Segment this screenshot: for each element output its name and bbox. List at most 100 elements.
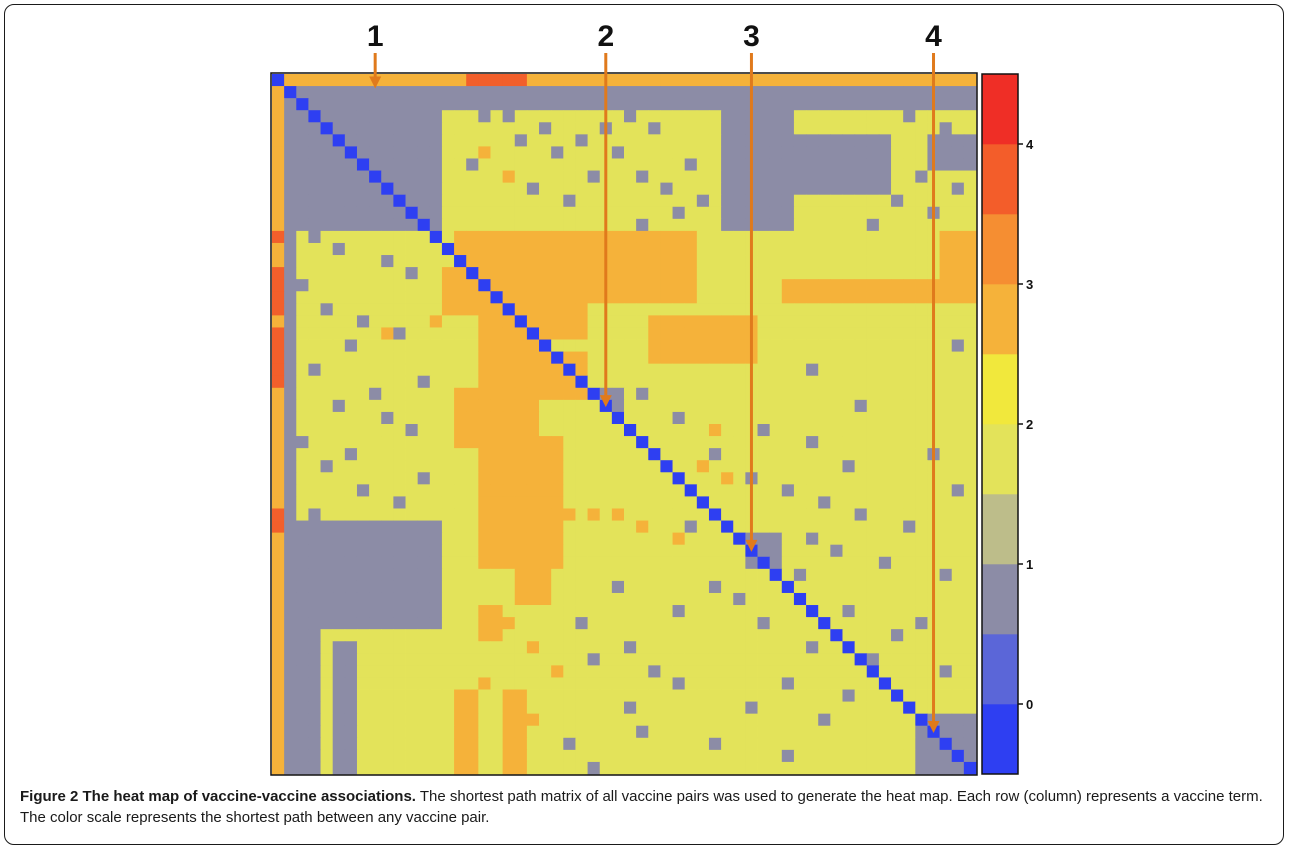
heatmap-cell (903, 279, 916, 292)
heatmap-cell (284, 725, 297, 739)
heatmap-cell (563, 182, 576, 196)
heatmap-cell (951, 206, 965, 220)
heatmap-cell (854, 532, 868, 546)
heatmap-cell (490, 206, 504, 220)
heatmap-cell (696, 242, 710, 256)
heatmap-cell (296, 291, 309, 304)
heatmap-cell (684, 460, 698, 473)
heatmap-cell (721, 556, 734, 570)
heatmap-cell (951, 170, 965, 184)
heatmap-cell (648, 411, 661, 425)
heatmap-cell (502, 653, 516, 666)
heatmap-cell (624, 580, 637, 594)
heatmap-cell (781, 424, 795, 437)
heatmap-cell (624, 230, 637, 244)
heatmap-cell (320, 351, 334, 365)
heatmap-cell (502, 230, 516, 244)
heatmap-cell (611, 110, 625, 123)
heatmap-cell (575, 399, 588, 413)
heatmap-cell (757, 749, 771, 763)
heatmap-cell (369, 677, 382, 690)
heatmap-cell (733, 170, 746, 184)
heatmap-cell (963, 303, 977, 316)
heatmap-cell (818, 737, 831, 751)
heatmap-cell (320, 749, 334, 763)
heatmap-cell (417, 303, 431, 316)
heatmap-cell (757, 532, 771, 546)
heatmap-cell (903, 737, 916, 751)
heatmap-cell (672, 230, 686, 244)
heatmap-cell (526, 460, 540, 473)
heatmap-cell (369, 182, 382, 196)
heatmap-cell (806, 74, 819, 87)
heatmap-cell (587, 146, 601, 159)
heatmap-cell (332, 74, 346, 87)
heatmap-cell (866, 86, 880, 99)
heatmap-cell (514, 653, 528, 666)
heatmap-cell (320, 580, 334, 594)
heatmap-cell (356, 580, 370, 594)
heatmap-cell (951, 629, 965, 642)
heatmap-cell (441, 544, 455, 558)
heatmap-cell (672, 761, 686, 775)
heatmap-cell (769, 291, 783, 304)
heatmap-cell (660, 484, 673, 497)
heatmap-cell (514, 544, 528, 558)
heatmap-cell (769, 86, 783, 99)
heatmap-cell (272, 689, 285, 702)
heatmap-cell (587, 86, 601, 99)
heatmap-cell (272, 363, 285, 377)
heatmap-cell (320, 327, 334, 340)
heatmap-cell (781, 472, 795, 485)
heatmap-cell (272, 472, 285, 485)
heatmap-cell (539, 605, 552, 618)
heatmap-cell (284, 749, 297, 763)
heatmap-cell (369, 267, 382, 280)
heatmap-cell (539, 339, 552, 352)
heatmap-cell (405, 255, 419, 268)
colorbar-tick-label: 1 (1026, 557, 1033, 572)
heatmap-cell (502, 122, 516, 135)
heatmap-cell (830, 520, 843, 534)
heatmap-cell (454, 315, 467, 328)
heatmap-cell (963, 327, 977, 340)
heatmap-cell (793, 363, 807, 377)
heatmap-cell (915, 532, 928, 546)
heatmap-cell (830, 291, 843, 304)
heatmap-cell (429, 303, 443, 316)
heatmap-cell (466, 303, 479, 316)
heatmap-cell (441, 677, 455, 690)
heatmap-cell (708, 496, 722, 509)
heatmap-cell (757, 110, 771, 123)
heatmap-cell (478, 460, 491, 473)
heatmap-cell (405, 134, 419, 147)
heatmap-cell (417, 484, 431, 497)
heatmap-cell (624, 110, 637, 123)
heatmap-cell (793, 182, 807, 196)
heatmap-cell (866, 484, 880, 497)
heatmap-cell (781, 556, 795, 570)
heatmap-cell (478, 556, 491, 570)
heatmap-cell (793, 689, 807, 702)
heatmap-cell (599, 520, 613, 534)
heatmap-cell (818, 218, 831, 232)
heatmap-cell (903, 568, 916, 582)
heatmap-cell (478, 134, 491, 147)
heatmap-cell (393, 713, 406, 727)
heatmap-cell (721, 242, 734, 256)
heatmap-cell (939, 303, 953, 316)
heatmap-cell (648, 725, 661, 739)
heatmap-cell (842, 327, 856, 340)
heatmap-cell (356, 508, 370, 521)
heatmap-cell (696, 303, 710, 316)
heatmap-cell (551, 532, 564, 546)
heatmap-cell (939, 761, 953, 775)
heatmap-cell (551, 737, 564, 751)
heatmap-cell (696, 448, 710, 461)
heatmap-cell (611, 303, 625, 316)
heatmap-cell (891, 387, 904, 401)
heatmap-cell (587, 568, 601, 582)
heatmap-cell (393, 508, 406, 521)
heatmap-cell (854, 146, 868, 159)
heatmap-cell (672, 74, 686, 87)
